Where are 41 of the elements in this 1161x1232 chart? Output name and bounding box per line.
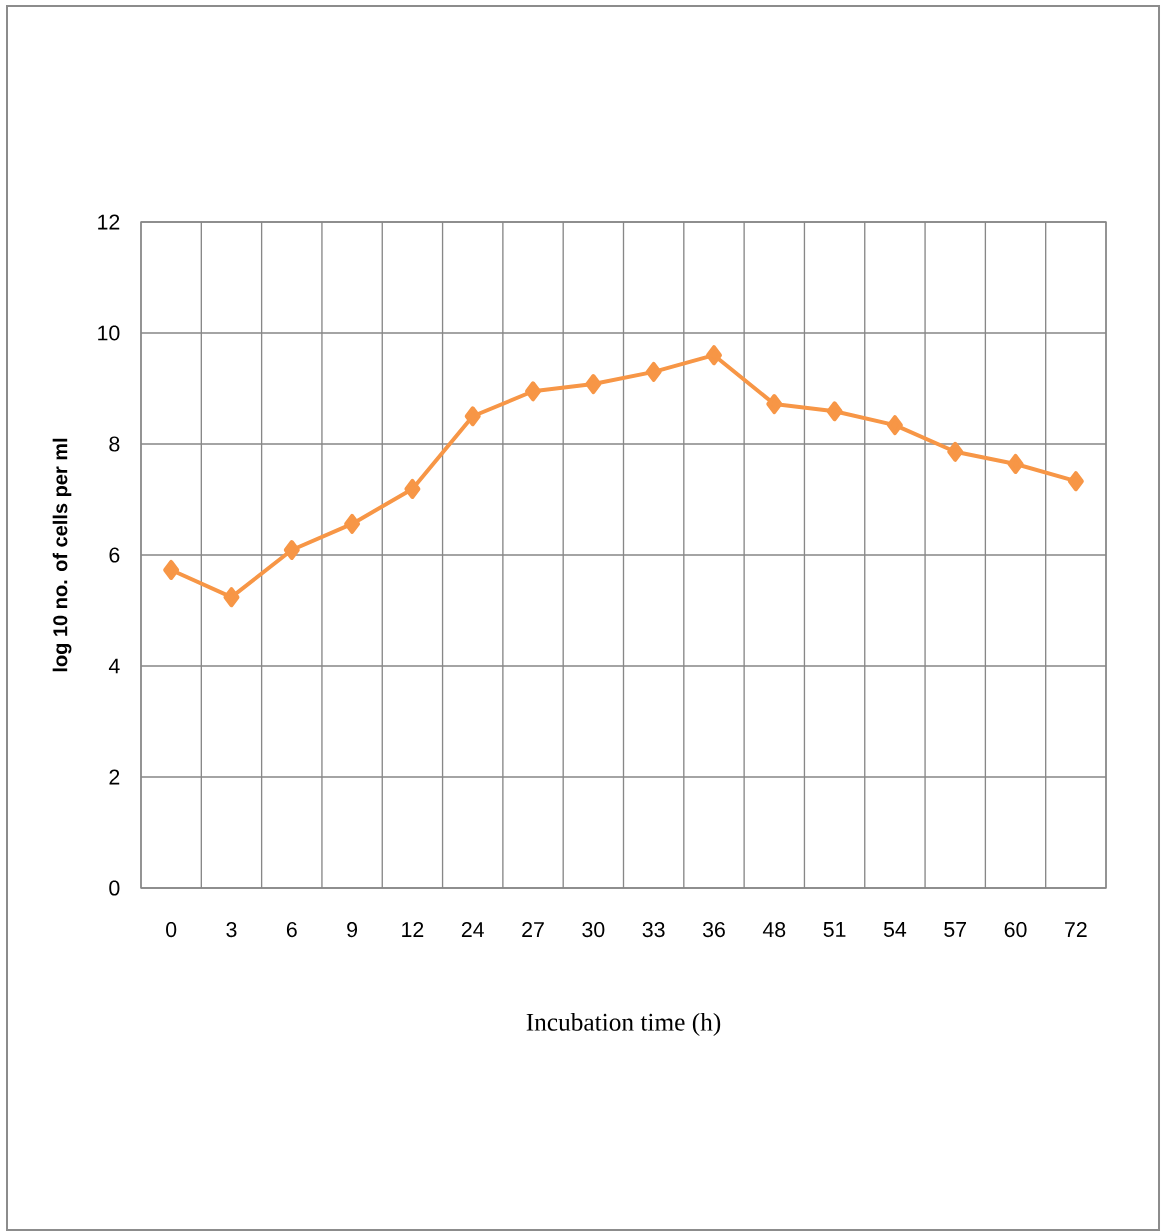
x-tick-label: 36 (702, 922, 725, 938)
y-tick-label: 12 (98, 214, 120, 230)
point (645, 361, 662, 382)
point (886, 415, 903, 436)
x-axis-title: Incubation time (h) (526, 1012, 721, 1036)
point (525, 381, 542, 402)
y-axis-title: log 10 no. of cells per ml (52, 438, 72, 672)
point (223, 587, 240, 608)
x-tick-label: 27 (522, 922, 544, 937)
x-tick-label: 30 (582, 922, 605, 938)
y-tick-label: 0 (109, 880, 120, 896)
y-tick-label: 2 (109, 769, 120, 785)
x-tick-label: 48 (762, 922, 786, 938)
x-tick-label: 9 (347, 922, 358, 938)
y-tick-label: 4 (108, 658, 120, 674)
x-tick-label: 51 (823, 922, 846, 937)
x-tick-label: 24 (461, 922, 484, 937)
y-tick-label: 10 (98, 325, 120, 341)
x-tick-label: 6 (286, 922, 297, 938)
x-tick-label: 54 (883, 922, 907, 937)
x-tick-label: 3 (226, 922, 237, 938)
point (766, 394, 783, 415)
x-tick-label: 12 (402, 922, 424, 937)
x-tick-label: 0 (166, 922, 177, 938)
point (585, 374, 602, 395)
y-tick-label: 8 (109, 436, 120, 452)
x-tick-label: 33 (642, 922, 665, 938)
point (163, 559, 180, 580)
x-tick-label: 72 (1065, 922, 1087, 937)
y-tick-label: 6 (109, 547, 120, 563)
point (1067, 471, 1084, 492)
point (464, 406, 481, 427)
point (344, 513, 361, 534)
x-tick-label: 57 (944, 922, 967, 937)
point (283, 540, 300, 560)
point (705, 345, 722, 366)
point (826, 401, 843, 422)
point (1007, 453, 1024, 474)
point (947, 441, 964, 462)
x-tick-label: 60 (1004, 922, 1027, 938)
point (404, 478, 421, 499)
